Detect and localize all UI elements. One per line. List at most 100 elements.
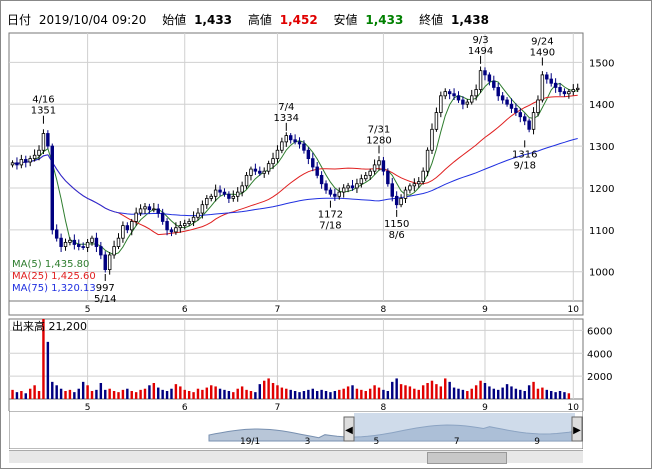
candle	[107, 252, 112, 275]
candle	[94, 232, 99, 253]
candle-body	[143, 206, 147, 210]
navigator-left-handle[interactable]	[343, 416, 355, 442]
candle	[302, 140, 306, 154]
annotation-price: 1280	[366, 135, 391, 146]
volume-bar	[90, 391, 94, 399]
candle-body	[54, 229, 59, 239]
annotation-price: 1172	[318, 210, 343, 221]
candle	[235, 187, 240, 202]
annotation-date: 8/6	[389, 230, 405, 241]
candle	[222, 188, 227, 197]
candle	[165, 218, 169, 236]
volume-bar	[59, 388, 63, 399]
candle-body	[505, 99, 509, 105]
candle	[258, 166, 262, 176]
candle	[41, 129, 46, 155]
volume-tick-label: 6000	[587, 326, 612, 337]
volume-bar	[417, 389, 420, 399]
candle-body	[319, 174, 324, 185]
candle-body	[487, 74, 492, 82]
low-label: 安値	[333, 13, 358, 27]
volume-bar	[514, 388, 518, 399]
volume-bar	[192, 392, 195, 399]
candle-body	[553, 82, 558, 88]
volume-bar	[174, 384, 178, 399]
volume-bar	[276, 385, 279, 399]
candle-body	[492, 80, 496, 88]
candle-body	[562, 91, 567, 95]
candle	[280, 137, 284, 154]
range-navigator[interactable]: ◀ ▶ 19/1 3 5 7 9	[8, 410, 584, 450]
navigator-right-handle[interactable]	[571, 416, 583, 442]
volume-bar	[267, 378, 270, 399]
candle	[500, 92, 505, 104]
volume-bar	[170, 388, 173, 399]
volume-bar	[95, 389, 98, 399]
candle-body	[527, 120, 531, 130]
candle	[364, 172, 368, 182]
volume-bar	[77, 388, 80, 399]
volume-bar	[86, 385, 89, 399]
candle	[174, 222, 178, 235]
volume-bar	[249, 391, 253, 399]
candle-body	[28, 158, 32, 163]
candle	[213, 184, 218, 202]
candle	[147, 203, 152, 214]
candle	[160, 208, 165, 225]
candle-body	[470, 95, 474, 103]
candle	[315, 161, 319, 179]
candle-body	[94, 237, 99, 247]
candle-body	[205, 198, 209, 206]
candle	[205, 195, 209, 209]
month-tick-label: 8	[381, 403, 387, 411]
date-label: 日付	[7, 13, 32, 27]
volume-bar	[346, 386, 350, 399]
candle	[46, 130, 50, 149]
volume-bar	[404, 385, 407, 399]
candle	[368, 168, 372, 180]
volume-bar	[46, 341, 50, 399]
open-value: 1,433	[194, 13, 233, 27]
candle-body	[434, 112, 439, 130]
candle-body	[112, 246, 116, 256]
volume-bar	[130, 391, 133, 399]
candle-body	[359, 178, 364, 185]
candle	[394, 191, 399, 209]
volume-bar	[408, 386, 412, 399]
chevron-left-icon: ◀	[345, 425, 353, 436]
volume-bar	[479, 380, 482, 399]
candle-body	[258, 170, 262, 174]
annotation-price: 1494	[468, 46, 493, 57]
candle-body	[439, 95, 443, 113]
volume-bar	[227, 391, 231, 399]
volume-bar	[315, 391, 319, 399]
volume-bar	[285, 388, 288, 399]
candle-body	[372, 164, 377, 172]
volume-bar	[254, 392, 257, 399]
candle	[244, 172, 249, 189]
stock-chart[interactable]: 1000 1100 1200 1300 1400 1500 2000 4000 6000 5 5 6 6…	[1, 1, 651, 411]
volume-bar	[143, 388, 147, 399]
candle	[293, 134, 297, 145]
candle	[169, 227, 174, 237]
candle-body	[130, 221, 134, 231]
candle	[178, 221, 183, 233]
high-value: 1,452	[279, 13, 318, 27]
volume-bar	[474, 385, 478, 399]
candle	[152, 203, 156, 213]
candle	[575, 83, 580, 93]
candle	[77, 239, 81, 251]
candle-body	[337, 191, 341, 197]
candle-body	[567, 91, 571, 95]
volume-bar	[51, 381, 54, 399]
candle	[390, 177, 394, 202]
candle	[377, 156, 381, 171]
horizontal-scrollbar[interactable]	[9, 450, 583, 464]
candle	[288, 133, 293, 144]
candle-body	[200, 204, 205, 214]
candle	[306, 147, 311, 165]
candle-body	[364, 174, 368, 180]
candle-body	[390, 183, 394, 197]
scrollbar-thumb[interactable]	[427, 452, 507, 464]
candle-body	[575, 87, 580, 90]
